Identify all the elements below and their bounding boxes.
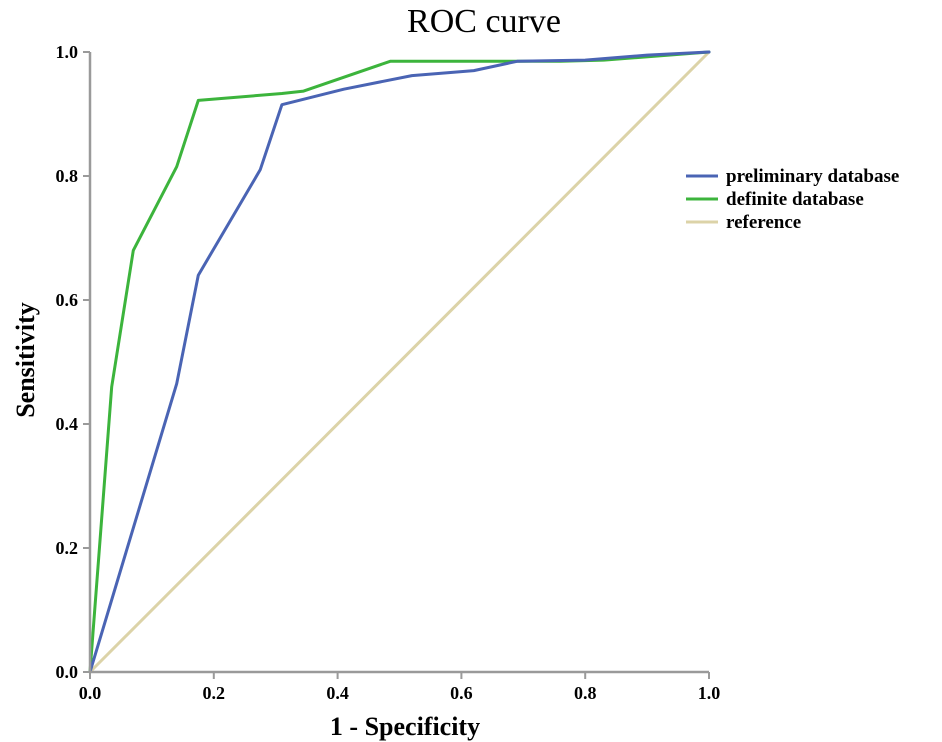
y-axis-label: Sensitivity <box>11 302 40 418</box>
x-tick-label: 0.2 <box>203 683 226 703</box>
y-axis-ticks: 0.0 0.2 0.4 0.6 0.8 1.0 <box>56 42 90 682</box>
x-axis-ticks: 0.0 0.2 0.4 0.6 0.8 1.0 <box>79 672 721 703</box>
legend-label-reference: reference <box>726 212 801 233</box>
x-tick-label: 0.0 <box>79 683 102 703</box>
y-tick-label: 1.0 <box>56 42 79 62</box>
series-layer <box>88 50 711 674</box>
x-tick-label: 0.4 <box>326 683 349 703</box>
y-tick-label: 0.2 <box>56 538 79 558</box>
chart-title: ROC curve <box>407 3 561 40</box>
y-tick-label: 0.0 <box>56 662 79 682</box>
series-line-reference <box>88 50 711 674</box>
y-tick-label: 0.6 <box>56 290 79 310</box>
legend-label-definite-database: definite database <box>726 189 864 210</box>
y-tick-label: 0.4 <box>56 414 79 434</box>
x-axis-label: 1 - Specificity <box>330 712 480 741</box>
x-tick-label: 0.6 <box>450 683 473 703</box>
x-tick-label: 0.8 <box>574 683 597 703</box>
y-tick-label: 0.8 <box>56 166 79 186</box>
x-tick-label: 1.0 <box>698 683 721 703</box>
series-line-preliminary-database <box>88 50 711 674</box>
legend-label-preliminary-database: preliminary database <box>726 166 899 187</box>
